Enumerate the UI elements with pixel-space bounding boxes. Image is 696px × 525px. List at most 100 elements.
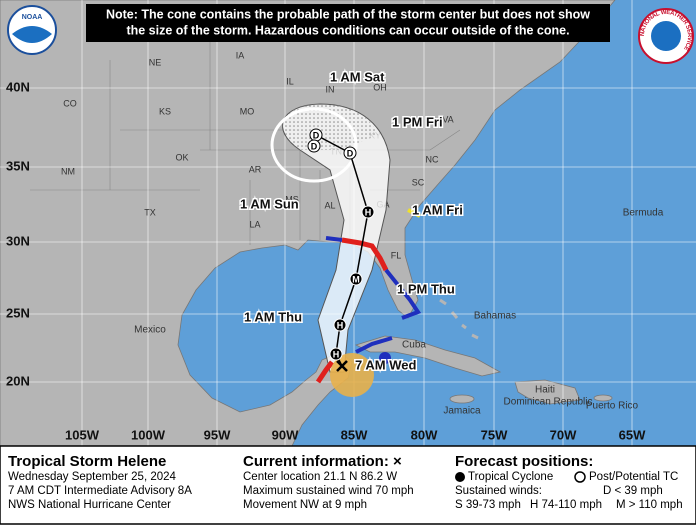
time-label: 1 AM Sat: [330, 69, 385, 84]
current-position: [336, 360, 348, 372]
state-label: TX: [144, 207, 156, 217]
state-label: OH: [373, 82, 387, 92]
legend-filled-circle: [455, 472, 465, 482]
point-letter: D: [347, 148, 354, 158]
country-label: Jamaica: [443, 406, 481, 417]
state-label: CO: [63, 98, 77, 108]
wind-class: M > 110 mph: [616, 499, 683, 511]
lon-label: 85W: [341, 427, 368, 442]
state-label: MO: [240, 106, 255, 116]
noaa-logo-wave: [12, 26, 52, 43]
state-label: OK: [175, 152, 188, 162]
land-hispaniola: [514, 379, 581, 405]
time-label: 1 PM Thu: [397, 281, 455, 296]
forecast-point: [333, 318, 347, 332]
forecast-title: Forecast positions:: [455, 453, 593, 470]
time-label: 1 AM Sun: [240, 196, 299, 211]
country-label: Mexico: [134, 325, 166, 336]
lat-label: 20N: [6, 373, 30, 388]
lon-label: 80W: [411, 427, 438, 442]
noaa-logo-text: NOAA: [22, 14, 43, 21]
lat-label: 35N: [6, 158, 30, 173]
point-letter: M: [352, 274, 360, 284]
forecast-point: [307, 139, 321, 153]
point-letter: H: [365, 207, 372, 217]
lon-label: 70W: [550, 427, 577, 442]
forecast-point: [329, 347, 343, 361]
land-jamaica: [449, 394, 475, 404]
lat-label: 40N: [6, 79, 30, 94]
hurricane-warning: [315, 360, 334, 384]
state-label: AR: [249, 164, 262, 174]
forecast-points: H H M H D D D: [307, 128, 375, 361]
legend-open-circle: [574, 471, 586, 483]
land-puerto-rico: [593, 394, 613, 402]
land-cuba: [354, 335, 502, 377]
current-title: Current information: ×: [243, 453, 402, 470]
latitude-labels: 40N 35N 30N 25N 20N: [6, 79, 30, 388]
winds-title: Sustained winds:: [455, 485, 542, 497]
point-letter: H: [333, 349, 340, 359]
current-line: Center location 21.1 N 86.2 W: [243, 471, 397, 483]
legend-text: Post/Potential TC: [589, 471, 678, 483]
land-bahamas: [439, 298, 479, 340]
wind-class: S 39-73 mph: [455, 499, 521, 511]
hurricane-warning: [341, 237, 389, 272]
wind-field-marker: [379, 352, 391, 364]
longitude-labels: 105W 100W 95W 90W 85W 80W 75W 70W 65W: [65, 427, 646, 442]
country-label: Cuba: [402, 340, 426, 351]
storm-line: Wednesday September 25, 2024: [8, 471, 177, 483]
state-label: AL: [324, 200, 335, 210]
time-label: 1 AM Fri: [412, 202, 463, 217]
country-label: Puerto Rico: [586, 401, 639, 412]
state-label: SC: [412, 177, 425, 187]
point-letter: D: [313, 130, 320, 140]
tropical-storm-warning: [355, 336, 393, 354]
tropical-storm-warning: [325, 236, 343, 242]
state-label: LA: [249, 219, 260, 229]
time-label: 1 AM Thu: [244, 309, 302, 324]
state-label: IN: [326, 84, 335, 94]
lon-label: 90W: [272, 427, 299, 442]
state-label: IA: [236, 50, 245, 60]
time-label: 7 AM Wed: [355, 357, 416, 372]
state-label: NM: [61, 166, 75, 176]
info-panel: [0, 445, 696, 525]
tropical-storm-warning: [384, 268, 422, 320]
state-label: IL: [286, 76, 294, 86]
point-letter: H: [337, 320, 344, 330]
forecast-point: [361, 205, 375, 219]
storm-title: Tropical Storm Helene: [8, 453, 166, 470]
point-letter: D: [311, 141, 318, 151]
state-label: KS: [159, 106, 171, 116]
remnant-circle: [270, 107, 358, 183]
country-label: Dominican Republic: [504, 397, 593, 408]
country-label: Haiti: [535, 385, 555, 396]
storm-line: NWS National Hurricane Center: [8, 499, 171, 511]
state-label: FL: [391, 250, 402, 260]
country-label: Bahamas: [474, 311, 516, 322]
time-label: 1 PM Fri: [392, 114, 443, 129]
forecast-point: [349, 272, 363, 286]
lon-label: 105W: [65, 427, 100, 442]
time-labels: 7 AM Wed 1 AM Thu 1 PM Thu 1 AM Fri 1 PM…: [239, 68, 465, 374]
current-line: Movement NW at 9 mph: [243, 499, 367, 511]
state-label: NE: [149, 57, 162, 67]
lat-label: 30N: [6, 233, 30, 248]
country-labels: Mexico Bahamas Cuba Bermuda Jamaica Hait…: [134, 208, 664, 417]
wind-class: D < 39 mph: [603, 485, 663, 497]
current-line: Maximum sustained wind 70 mph: [243, 485, 414, 497]
tropical-storm-watch: [407, 208, 421, 218]
note-text: the size of the storm. Hazardous conditi…: [126, 23, 569, 37]
lon-label: 100W: [131, 427, 166, 442]
nws-logo-center: [651, 21, 681, 51]
storm-line: 7 AM CDT Intermediate Advisory 8A: [8, 485, 192, 497]
state-label: MS: [285, 194, 299, 204]
forecast-point: [343, 146, 357, 160]
state-label: VA: [442, 114, 453, 124]
country-label: Bermuda: [623, 208, 664, 219]
note-box: [86, 4, 610, 42]
lon-label: 95W: [204, 427, 231, 442]
wind-class: H 74-110 mph: [530, 499, 602, 511]
